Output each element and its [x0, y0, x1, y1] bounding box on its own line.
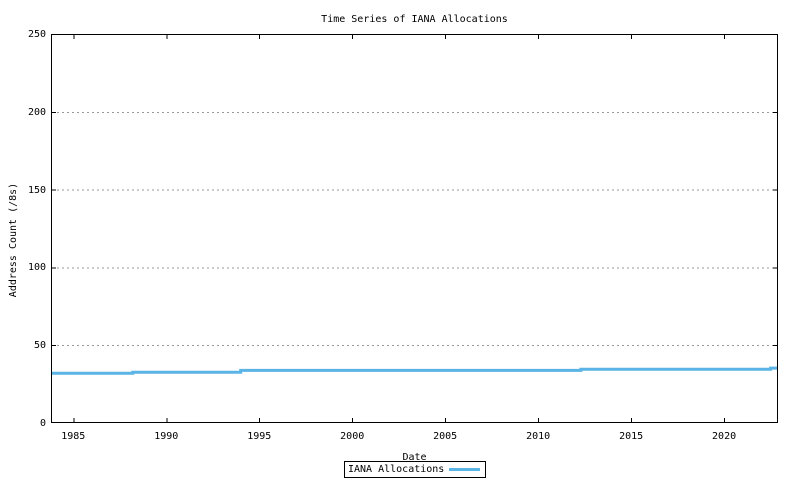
y-tick-label: 50	[33, 340, 46, 352]
legend: IANA Allocations	[344, 461, 486, 478]
y-tick-label: 250	[27, 29, 46, 40]
plot-canvas	[51, 34, 778, 423]
y-tick-label: 0	[39, 418, 46, 429]
x-tick-label: 2000	[340, 431, 365, 442]
x-tick-label: 2015	[619, 431, 644, 442]
y-tick-label: 100	[27, 262, 46, 274]
legend-label: IANA Allocations	[348, 464, 445, 475]
legend-line-sample-icon	[449, 468, 481, 471]
x-tick-label: 1990	[154, 431, 179, 442]
y-axis-label: Address Count (/8s)	[8, 182, 19, 298]
plot-border	[51, 34, 778, 423]
y-tick-label: 150	[27, 184, 46, 196]
chart-title: Time Series of IANA Allocations	[321, 14, 508, 25]
x-tick-label: 2005	[433, 431, 458, 442]
x-tick-label: 1985	[61, 431, 86, 442]
y-tick-label: 200	[27, 106, 46, 118]
x-tick-label: 2020	[712, 431, 737, 442]
x-axis-label: Date	[402, 452, 427, 463]
plot-area	[51, 34, 778, 423]
x-tick-label: 1995	[247, 431, 272, 442]
data-line	[51, 366, 778, 375]
x-tick-label: 2010	[526, 431, 551, 442]
